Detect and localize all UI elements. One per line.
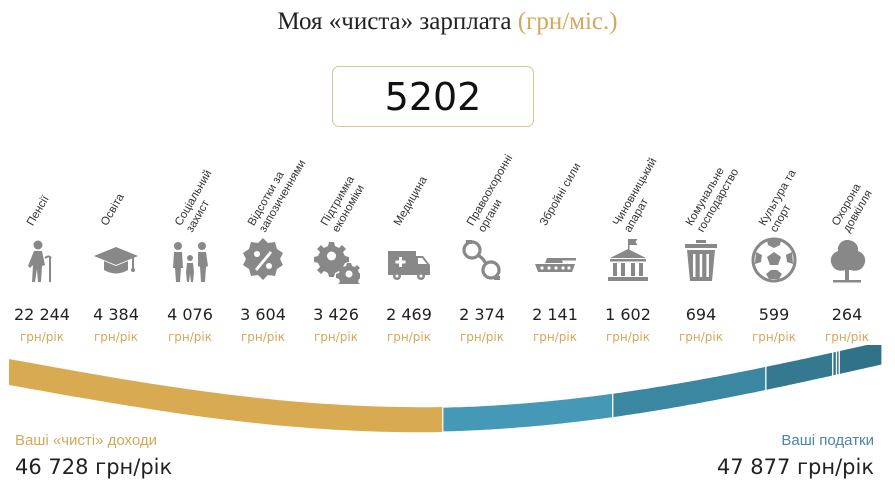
graduation-cap-icon	[92, 236, 140, 284]
category-unit: грн/рік	[678, 330, 723, 344]
tax-value: 47 877 грн/рік	[716, 455, 874, 479]
category-11: Культура та спорт 599 грн/рік	[737, 0, 811, 350]
category-unit: грн/рік	[167, 330, 212, 344]
family-icon	[166, 236, 214, 284]
soccer-ball-icon	[750, 236, 798, 284]
category-2: Освіта 4 384 грн/рік	[79, 0, 153, 350]
salary-input[interactable]	[332, 66, 534, 127]
category-amount: 2 374	[459, 305, 505, 324]
category-unit: грн/рік	[459, 330, 504, 344]
income-value: 46 728 грн/рік	[15, 455, 173, 479]
arc-segment-taxes-group-2	[612, 365, 767, 419]
category-amount: 22 244	[14, 305, 70, 324]
category-unit: грн/рік	[240, 330, 285, 344]
category-amount: 694	[685, 305, 717, 324]
tank-icon	[531, 236, 579, 284]
arc-segment-taxes-group-3	[765, 351, 834, 392]
category-unit: грн/рік	[824, 330, 869, 344]
category-8: Збройні сили 2 141 грн/рік	[518, 0, 592, 350]
category-amount: 3 426	[313, 305, 359, 324]
title-text: Моя «чиста» зарплата	[277, 8, 512, 35]
handcuffs-icon	[458, 236, 506, 284]
percent-badge-icon	[239, 236, 287, 284]
category-unit: грн/рік	[313, 330, 358, 344]
tax-label: Ваші податки	[781, 432, 874, 449]
government-building-icon	[604, 236, 652, 284]
category-9: Чиновницький апарат 1 602 грн/рік	[591, 0, 665, 350]
category-amount: 4 384	[93, 305, 139, 324]
category-amount: 4 076	[167, 305, 213, 324]
category-amount: 599	[758, 305, 790, 324]
category-12: Охорона довкілля 264 грн/рік	[810, 0, 884, 350]
arc-segment-taxes-group-6	[838, 345, 883, 376]
income-label: Ваші «чисті» доходи	[15, 432, 158, 449]
category-1: Пенсії 22 244 грн/рік	[5, 0, 79, 350]
category-unit: грн/рік	[19, 330, 64, 344]
category-unit: грн/рік	[751, 330, 796, 344]
gears-icon	[312, 236, 360, 284]
income-tax-arc	[9, 345, 883, 433]
category-10: Комунальне господарство 694 грн/рік	[664, 0, 741, 350]
category-label: Охорона довкілля	[830, 92, 895, 235]
category-amount: 264	[831, 305, 863, 324]
trash-bin-icon	[677, 236, 725, 284]
arc-segment-taxes-group-1	[442, 392, 614, 433]
category-5: Підтримка економіки 3 426 грн/рік	[299, 0, 373, 350]
category-4: Відсотки за запозиченнями 3 604 грн/рік	[226, 0, 308, 350]
arc-segment-income	[9, 359, 443, 433]
category-unit: грн/рік	[93, 330, 138, 344]
category-amount: 3 604	[240, 305, 286, 324]
title-unit: (грн/міс.)	[517, 8, 618, 35]
tree-icon	[823, 236, 871, 284]
category-amount: 2 141	[532, 305, 578, 324]
category-unit: грн/рік	[532, 330, 577, 344]
category-7: Правоохоронні органи 2 374 грн/рік	[445, 0, 519, 350]
elderly-person-icon	[18, 236, 66, 284]
page-title: Моя «чиста» зарплата (грн/міс.)	[0, 8, 895, 36]
category-3: Соціальний захист 4 076 грн/рік	[153, 0, 227, 350]
category-amount: 1 602	[605, 305, 651, 324]
category-6: Медицина 2 469 грн/рік	[372, 0, 446, 350]
category-amount: 2 469	[386, 305, 432, 324]
ambulance-icon	[385, 236, 433, 284]
category-unit: грн/рік	[386, 330, 431, 344]
category-unit: грн/рік	[605, 330, 650, 344]
